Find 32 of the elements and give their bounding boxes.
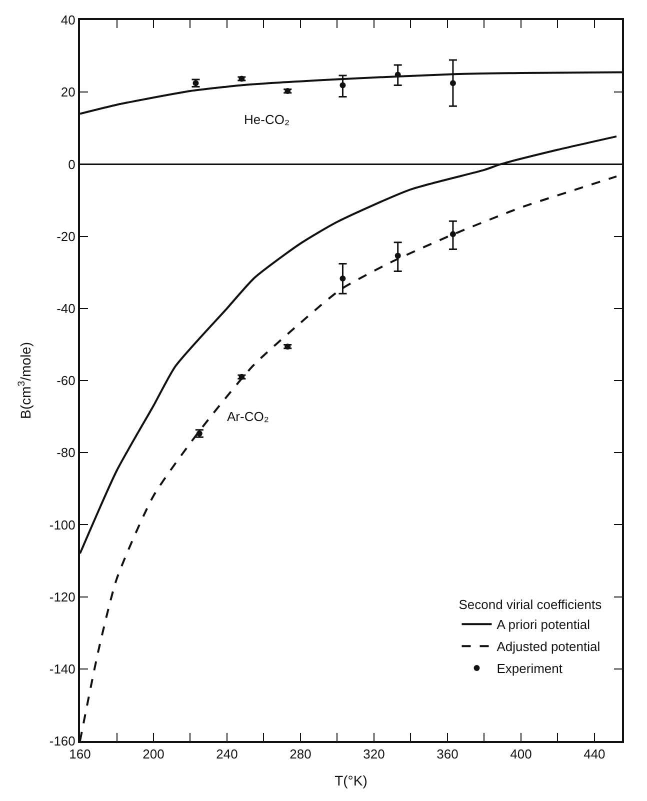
point	[394, 252, 401, 259]
x-tick-label: 160	[69, 746, 91, 762]
point	[340, 82, 346, 88]
y-tick-label: -20	[56, 228, 76, 244]
y-tick-label: -140	[49, 661, 76, 676]
y-tick-label: 20	[60, 84, 76, 100]
y-tick-label: -60	[56, 373, 76, 388]
y-tick-label: 40	[60, 12, 76, 28]
legend-label: Adjusted potential	[496, 639, 600, 654]
x-tick-label: 200	[142, 746, 164, 762]
x-tick-label: 280	[290, 746, 312, 762]
x-tick-label: 360	[436, 746, 458, 762]
x-tick-label: 320	[363, 746, 385, 762]
legend-label: Experiment	[496, 661, 563, 676]
point	[394, 72, 401, 78]
x-tick-label: 440	[584, 746, 606, 762]
x-axis-title: T(°K)	[334, 772, 368, 788]
legend-title: Second virial coefficients	[458, 597, 602, 612]
y-tick-label: -160	[49, 734, 76, 749]
x-tick-label: 240	[216, 746, 238, 762]
y-tick-label: -100	[49, 517, 76, 532]
annotation: He-CO₂	[244, 112, 290, 127]
point	[340, 275, 346, 282]
legend-label: A priori potential	[496, 617, 590, 632]
y-tick-label: 0	[68, 156, 76, 172]
point	[450, 80, 456, 86]
y-tick-label: -120	[49, 589, 76, 604]
annotation: Ar-CO₂	[227, 409, 269, 424]
point	[450, 231, 456, 238]
y-tick-label: -40	[56, 300, 76, 316]
x-tick-label: 400	[510, 746, 532, 762]
y-tick-label: -80	[56, 445, 76, 460]
